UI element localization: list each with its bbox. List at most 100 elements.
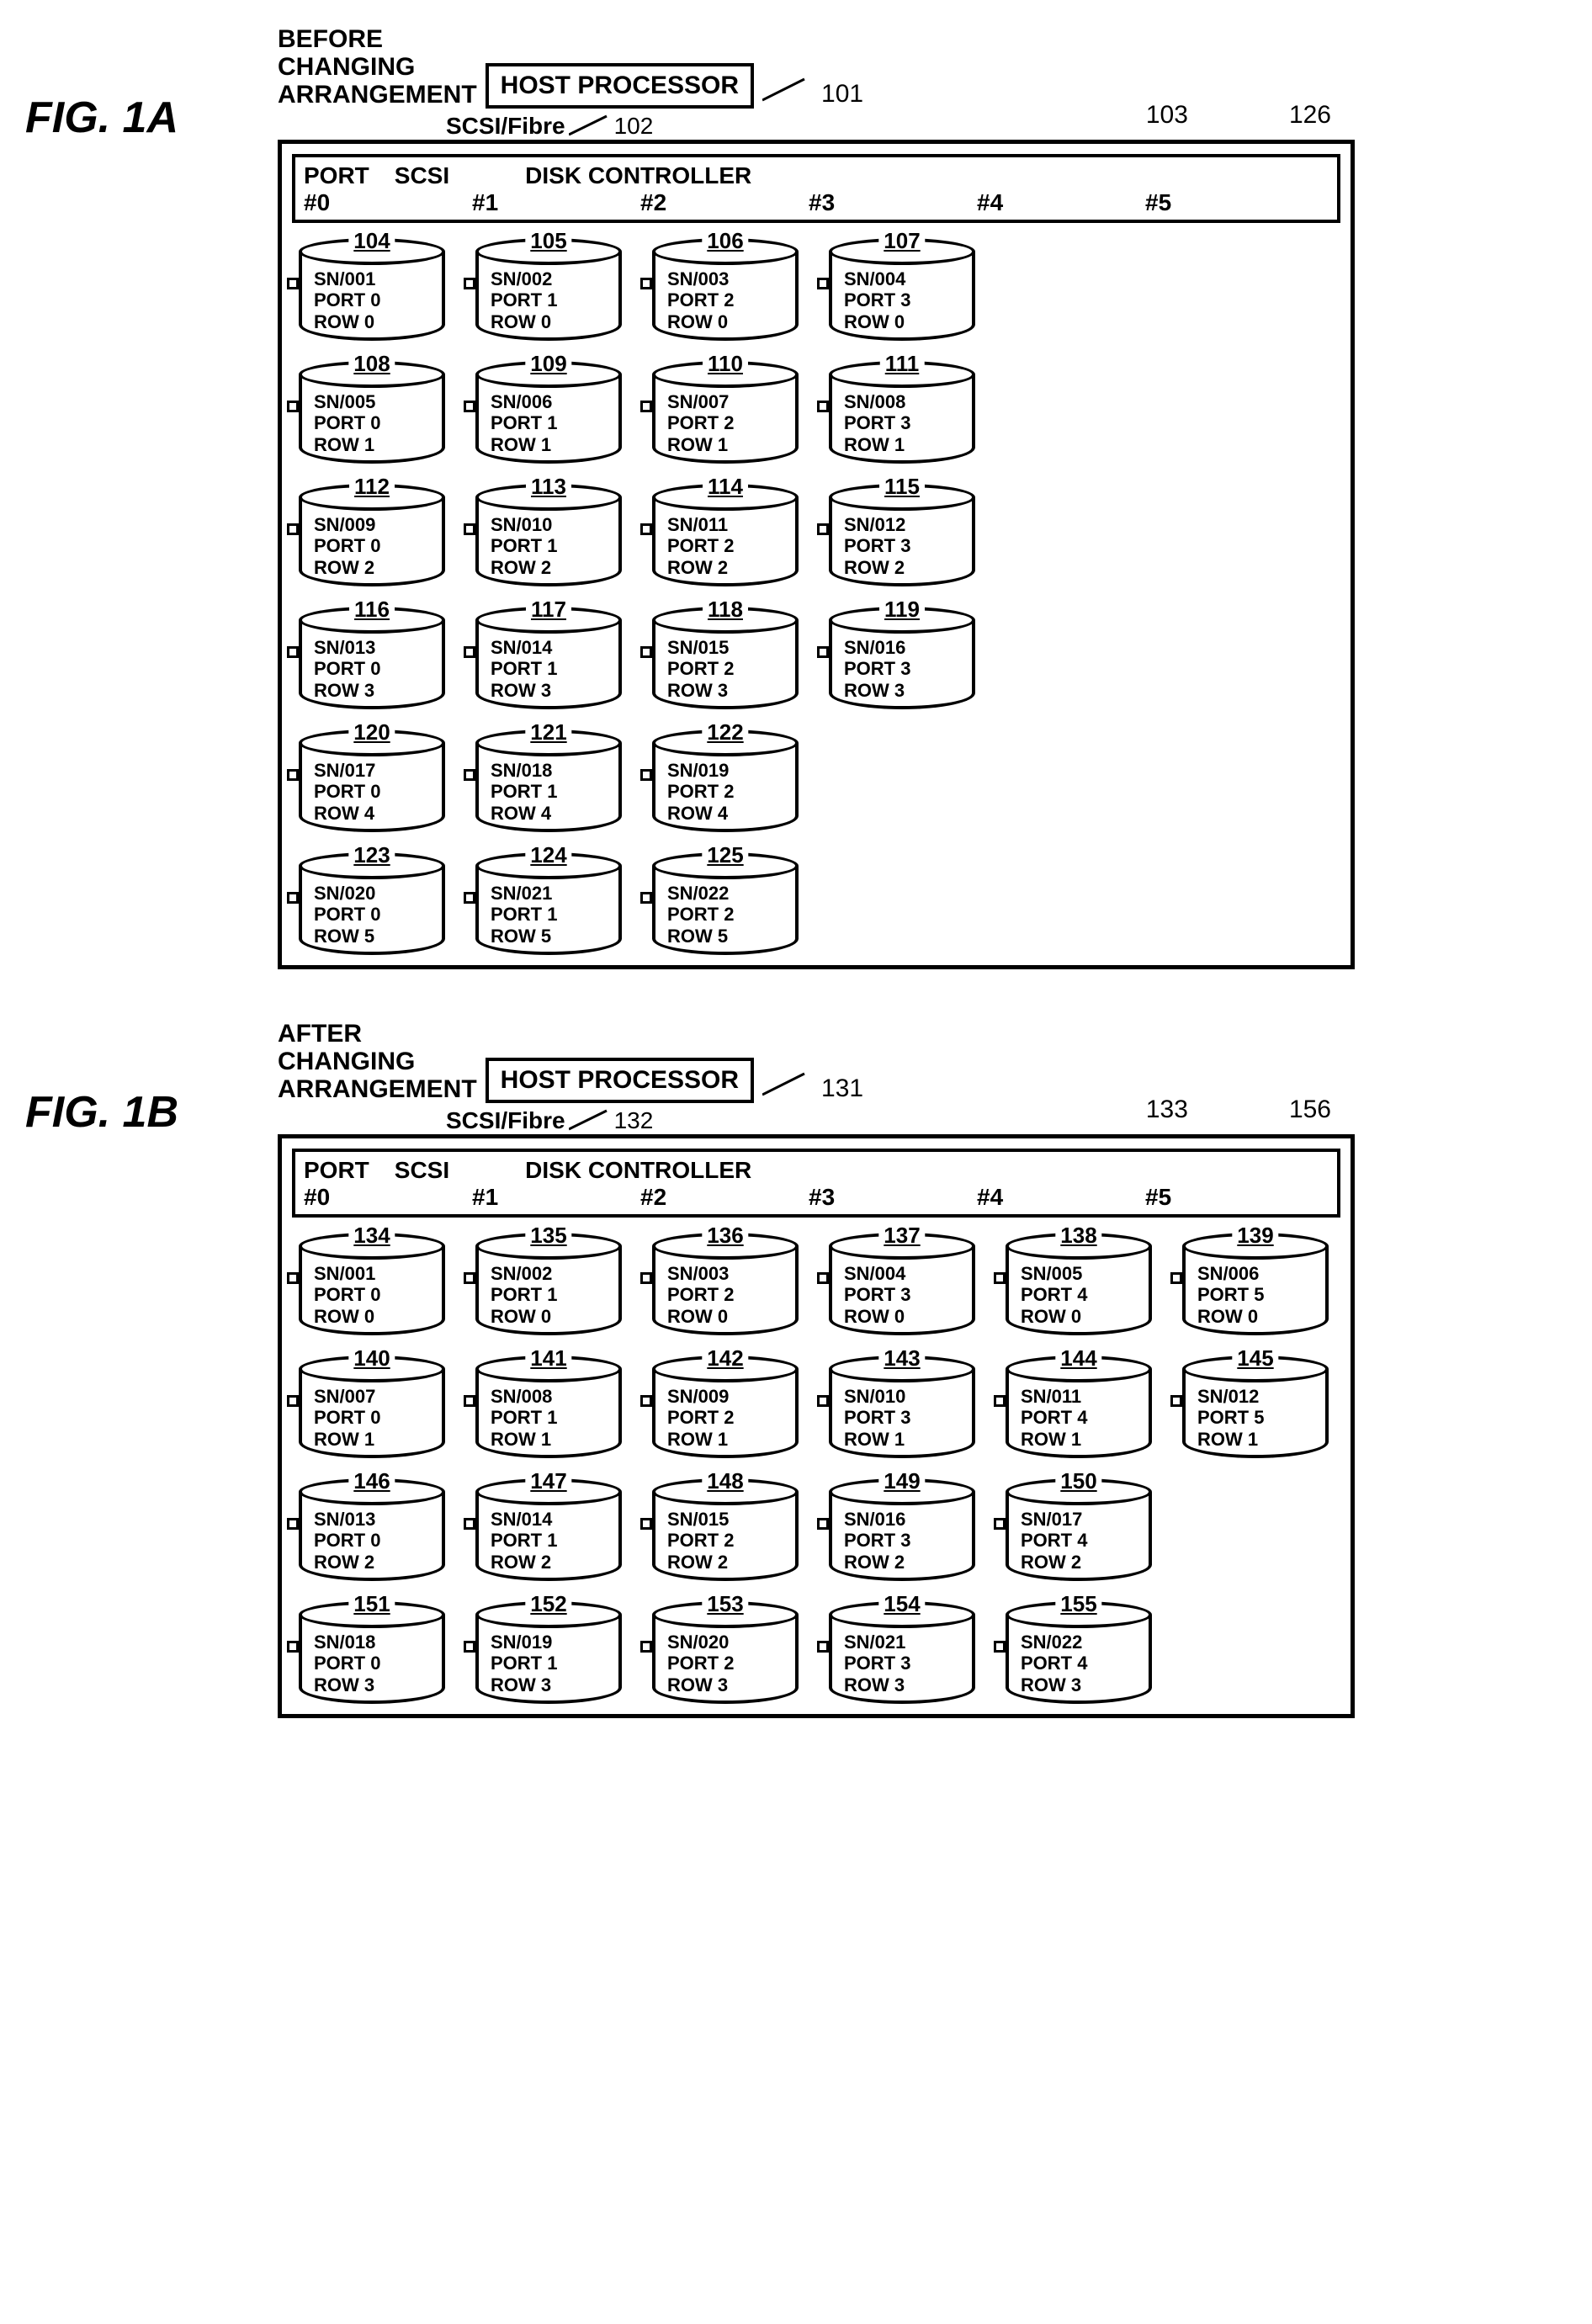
connector-icon: [640, 1395, 652, 1407]
disk-row: ROW 0: [314, 1306, 433, 1327]
disk-row: ROW 0: [844, 1306, 963, 1327]
disk-drive: 135SN/002PORT 1ROW 0: [469, 1226, 629, 1335]
disk-sn: SN/017: [314, 760, 433, 781]
disk-sn: SN/016: [844, 637, 963, 658]
ctrl-title-a: PORT SCSI DISK CONTROLLER: [304, 162, 1329, 189]
disk-port: PORT 0: [314, 781, 433, 802]
disk-row: ROW 1: [844, 1429, 963, 1450]
disk-sn: SN/008: [844, 391, 963, 412]
port-header: #1: [472, 189, 640, 216]
disk-port: PORT 3: [844, 1530, 963, 1551]
disk-port: PORT 3: [844, 535, 963, 556]
disk-sn: SN/001: [314, 1263, 433, 1284]
disk-ref: 147: [525, 1468, 571, 1494]
connector-icon: [464, 1395, 475, 1407]
port-header: #5: [1145, 1184, 1313, 1211]
caption-row-b: AFTER CHANGING ARRANGEMENT HOST PROCESSO…: [278, 1020, 1567, 1103]
empty-slot: [1175, 477, 1344, 586]
disk-ref: 148: [702, 1468, 748, 1494]
connector-icon: [640, 1641, 652, 1653]
connector-icon: [287, 769, 299, 781]
connector-icon: [640, 523, 652, 535]
disk-drive: 148SN/015PORT 2ROW 2: [645, 1472, 805, 1581]
disk-sn: SN/004: [844, 1263, 963, 1284]
disk-sn: SN/004: [844, 268, 963, 289]
disk-port: PORT 1: [491, 1653, 610, 1674]
disk-row: ROW 1: [491, 1429, 610, 1450]
connector-icon: [464, 401, 475, 412]
disk-ref: 134: [348, 1223, 395, 1249]
disk-row: ROW 2: [1021, 1552, 1140, 1573]
empty-slot: [1175, 231, 1344, 341]
disk-ref: 108: [348, 351, 395, 377]
disk-drive: 138SN/005PORT 4ROW 0: [999, 1226, 1159, 1335]
disk-drive: 152SN/019PORT 1ROW 3: [469, 1594, 629, 1704]
disk-drive: 145SN/012PORT 5ROW 1: [1175, 1349, 1335, 1458]
disk-drive: 121SN/018PORT 1ROW 4: [469, 723, 629, 832]
disk-sn: SN/005: [1021, 1263, 1140, 1284]
disk-sn: SN/020: [314, 883, 433, 904]
caption-row-a: BEFORE CHANGING ARRANGEMENT HOST PROCESS…: [278, 25, 1567, 109]
disk-port: PORT 1: [491, 1284, 610, 1305]
disk-drive: 140SN/007PORT 0ROW 1: [292, 1349, 452, 1458]
disk-sn: SN/007: [667, 391, 787, 412]
disk-port: PORT 4: [1021, 1407, 1140, 1428]
disk-port: PORT 4: [1021, 1530, 1140, 1551]
disk-ref: 144: [1055, 1345, 1101, 1372]
connector-icon: [464, 769, 475, 781]
disk-port: PORT 2: [667, 535, 787, 556]
disk-drive: 141SN/008PORT 1ROW 1: [469, 1349, 629, 1458]
port-row-a: #0#1#2#3#4#5: [304, 189, 1329, 216]
disk-drive: 111SN/008PORT 3ROW 1: [822, 354, 982, 464]
empty-slot: [999, 600, 1167, 709]
disk-sn: SN/005: [314, 391, 433, 412]
disk-port: PORT 5: [1197, 1284, 1317, 1305]
connector-icon: [640, 1272, 652, 1284]
leader-line-icon: [762, 75, 813, 109]
disk-ref: 151: [348, 1591, 395, 1617]
disk-port: PORT 0: [314, 1284, 433, 1305]
disk-row: ROW 3: [314, 1674, 433, 1695]
disk-drive: 149SN/016PORT 3ROW 2: [822, 1472, 982, 1581]
disk-drive: 108SN/005PORT 0ROW 1: [292, 354, 452, 464]
scsi-row-a: SCSI/Fibre 102: [446, 113, 1567, 140]
host-box-a: HOST PROCESSOR: [486, 63, 754, 109]
disk-drive: 143SN/010PORT 3ROW 1: [822, 1349, 982, 1458]
disk-row: ROW 1: [491, 434, 610, 455]
connector-icon: [817, 1518, 829, 1530]
empty-slot: [999, 723, 1167, 832]
disk-port: PORT 3: [844, 1284, 963, 1305]
disk-row: ROW 2: [491, 557, 610, 578]
disk-sn: SN/022: [1021, 1632, 1140, 1653]
connector-icon: [640, 892, 652, 904]
connector-icon: [817, 401, 829, 412]
disk-port: PORT 2: [667, 289, 787, 310]
ctrl-title-b: PORT SCSI DISK CONTROLLER: [304, 1157, 1329, 1184]
disk-drive: 150SN/017PORT 4ROW 2: [999, 1472, 1159, 1581]
disk-sn: SN/015: [667, 1509, 787, 1530]
disk-sn: SN/008: [491, 1386, 610, 1407]
disk-port: PORT 4: [1021, 1284, 1140, 1305]
port-header: #5: [1145, 189, 1313, 216]
connector-icon: [287, 1518, 299, 1530]
caption-b: AFTER CHANGING ARRANGEMENT: [278, 1020, 477, 1103]
disk-row: ROW 5: [314, 926, 433, 947]
disk-drive: 119SN/016PORT 3ROW 3: [822, 600, 982, 709]
disk-ref: 135: [525, 1223, 571, 1249]
disk-ref: 120: [348, 719, 395, 745]
empty-slot: [1175, 600, 1344, 709]
fig-body-a: BEFORE CHANGING ARRANGEMENT HOST PROCESS…: [278, 25, 1567, 969]
disk-port: PORT 2: [667, 1653, 787, 1674]
disk-drive: 114SN/011PORT 2ROW 2: [645, 477, 805, 586]
disk-ref: 150: [1055, 1468, 1101, 1494]
scsi-row-b: SCSI/Fibre 132: [446, 1107, 1567, 1134]
disk-ref: 138: [1055, 1223, 1101, 1249]
disk-drive: 110SN/007PORT 2ROW 1: [645, 354, 805, 464]
connector-icon: [287, 646, 299, 658]
disk-port: PORT 0: [314, 535, 433, 556]
disk-row: ROW 2: [667, 1552, 787, 1573]
connector-icon: [287, 1272, 299, 1284]
disk-row: ROW 0: [1197, 1306, 1317, 1327]
disk-drive: 142SN/009PORT 2ROW 1: [645, 1349, 805, 1458]
disk-ref: 114: [703, 474, 748, 500]
